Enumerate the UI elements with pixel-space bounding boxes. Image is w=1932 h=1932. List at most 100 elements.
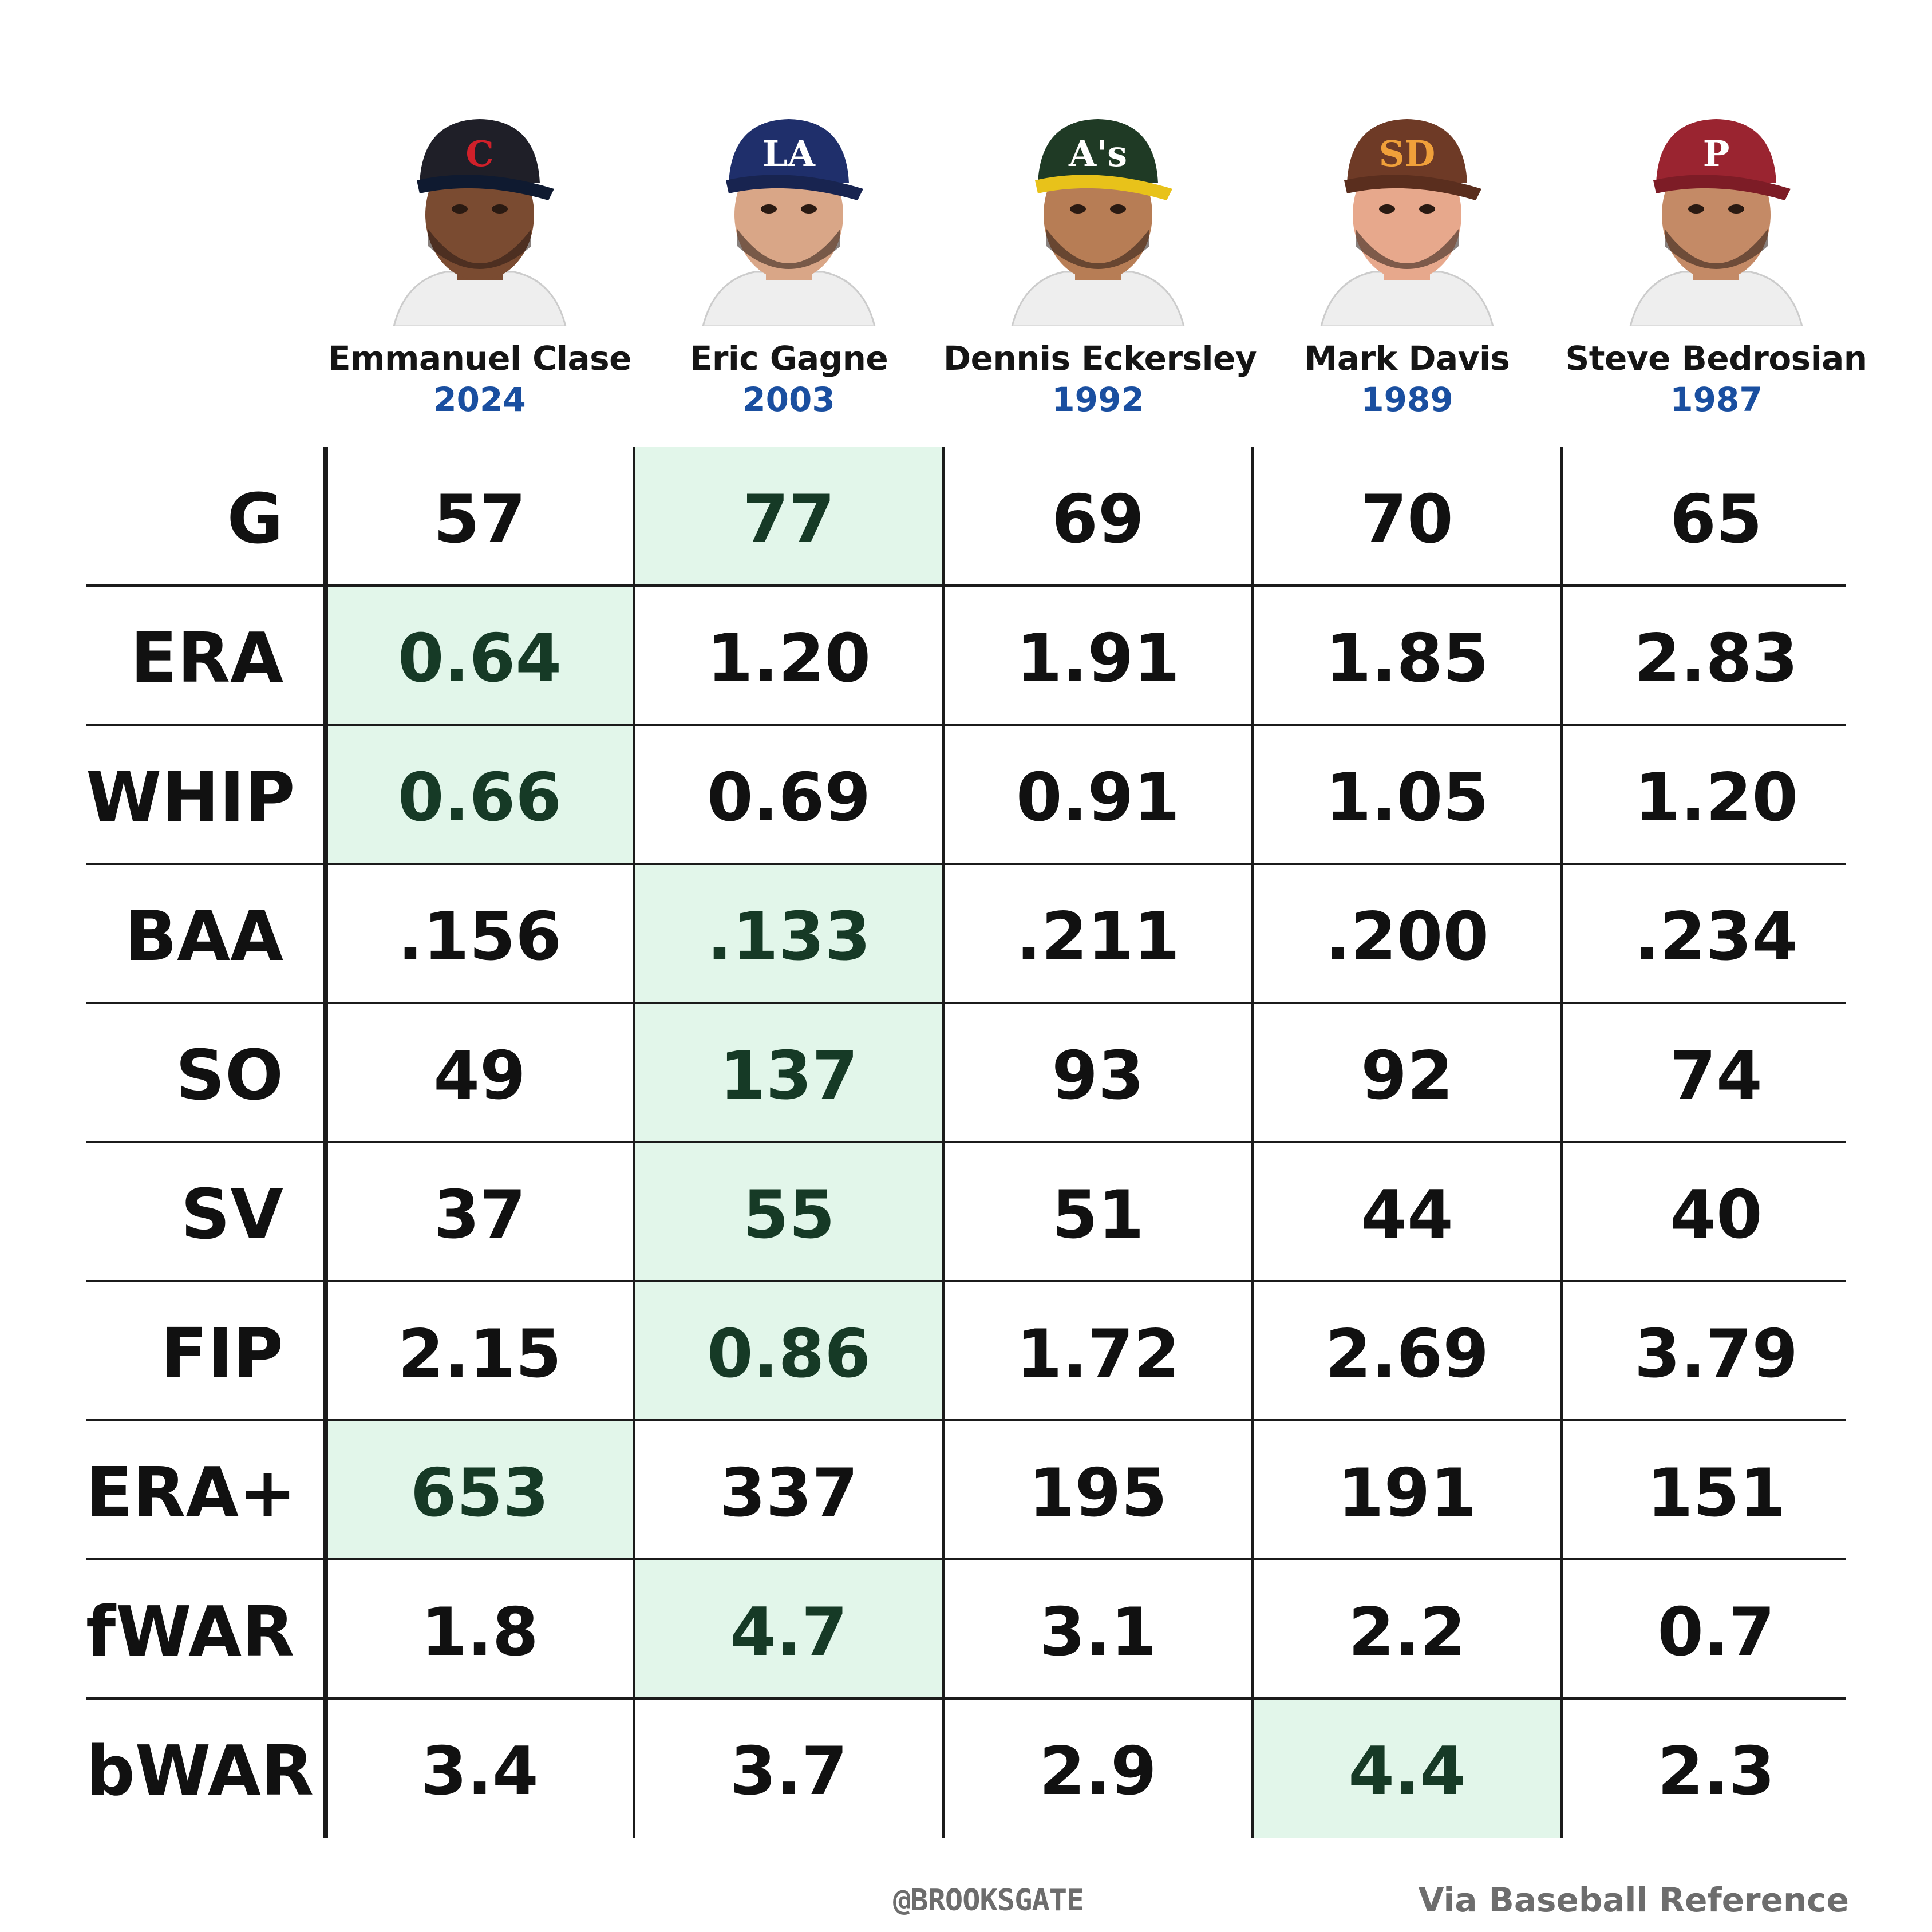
column-divider: [942, 447, 945, 1838]
stat-value: 51: [1052, 1176, 1144, 1254]
stat-value: .200: [1325, 898, 1490, 975]
stat-value: 0.86: [706, 1315, 871, 1393]
best-value-highlight: [1253, 1698, 1562, 1838]
stat-value: 77: [742, 480, 835, 558]
column-divider: [1560, 447, 1563, 1838]
stat-value: 2.9: [1039, 1732, 1157, 1810]
best-value-highlight: [634, 1281, 943, 1420]
player-name: Emmanuel Clase: [327, 339, 632, 378]
stat-value: 40: [1670, 1176, 1763, 1254]
stat-value: 4.7: [730, 1593, 848, 1671]
stat-value: 1.91: [1016, 619, 1180, 697]
player-name: Steve Bedrosian: [1565, 339, 1867, 378]
best-value-highlight: [325, 1420, 634, 1559]
stat-value: 1.72: [1016, 1315, 1180, 1393]
stat-label: bWAR: [86, 1731, 314, 1811]
row-divider: [86, 1002, 1846, 1004]
player-photo: C: [388, 109, 571, 326]
row-divider: [86, 1280, 1846, 1282]
stat-value: 151: [1646, 1454, 1786, 1532]
stat-value: 69: [1052, 480, 1144, 558]
stat-value: 1.85: [1325, 619, 1490, 697]
best-value-highlight: [634, 1142, 943, 1281]
stat-value: 3.7: [730, 1732, 848, 1810]
cap-logo: A's: [1068, 133, 1127, 175]
stat-value: 44: [1361, 1176, 1453, 1254]
best-value-highlight: [325, 586, 634, 725]
stat-label: WHIP: [86, 757, 295, 837]
stats-table: G 57 77 69 70 65 ERA 0.64 1.20 1.91 1.85 2.83 WHIP 0.…: [86, 447, 1846, 1838]
author-handle: @BROOKSGATE: [893, 1883, 1084, 1918]
stat-value: 1.8: [421, 1593, 539, 1671]
stat-value: 1.05: [1325, 758, 1490, 836]
stat-value: .234: [1634, 898, 1799, 975]
stat-value: 0.69: [706, 758, 871, 836]
stat-value: 2.2: [1348, 1593, 1466, 1671]
stat-value: 2.69: [1325, 1315, 1490, 1393]
label-column-divider: [323, 447, 328, 1838]
stat-value: 2.3: [1657, 1732, 1775, 1810]
stat-value: 74: [1670, 1037, 1763, 1115]
player-photo: SD: [1315, 109, 1499, 326]
row-divider: [86, 584, 1846, 587]
stat-value: 49: [433, 1037, 526, 1115]
row-divider: [86, 863, 1846, 865]
player-header: LA Eric Gagne 2003: [634, 109, 943, 419]
player-name: Mark Davis: [1304, 339, 1510, 378]
stat-value: 92: [1361, 1037, 1453, 1115]
stat-value: 137: [719, 1037, 859, 1115]
stat-value: .133: [706, 898, 871, 975]
stat-label: ERA: [130, 618, 283, 698]
player-season-year: 1987: [1670, 380, 1763, 419]
stat-value: 0.7: [1657, 1593, 1775, 1671]
player-photo: LA: [697, 109, 880, 326]
player-name: Dennis Eckersley: [943, 339, 1257, 378]
stat-value: .211: [1016, 898, 1180, 975]
stat-value: 337: [719, 1454, 859, 1532]
cap-logo: SD: [1379, 133, 1436, 175]
player-photo: P: [1625, 109, 1808, 326]
best-value-highlight: [325, 725, 634, 864]
stat-value: 3.79: [1634, 1315, 1799, 1393]
stat-value: 3.4: [421, 1732, 539, 1810]
player-photo: A's: [1006, 109, 1190, 326]
stat-value: 3.1: [1039, 1593, 1157, 1671]
stat-label: SO: [175, 1036, 283, 1116]
stat-label: FIP: [160, 1314, 283, 1394]
stat-label: ERA+: [86, 1453, 297, 1533]
stat-label: BAA: [124, 896, 283, 977]
stat-value: 191: [1337, 1454, 1477, 1532]
stat-value: .156: [397, 898, 562, 975]
stat-value: 0.64: [397, 619, 562, 697]
best-value-highlight: [634, 864, 943, 1003]
stat-value: 0.91: [1016, 758, 1180, 836]
stat-value: 2.83: [1634, 619, 1799, 697]
player-name: Eric Gagne: [689, 339, 888, 378]
row-divider: [86, 1697, 1846, 1700]
column-divider: [633, 447, 635, 1838]
cap-logo: C: [465, 133, 493, 175]
stat-label: SV: [180, 1175, 283, 1255]
stat-value: 70: [1361, 480, 1453, 558]
stat-value: 4.4: [1348, 1732, 1466, 1810]
stat-value: 57: [433, 480, 526, 558]
stat-label: G: [227, 479, 284, 559]
row-divider: [86, 1141, 1846, 1143]
best-value-highlight: [634, 447, 943, 586]
stat-value: 653: [410, 1454, 550, 1532]
row-divider: [86, 1558, 1846, 1560]
stat-value: 37: [433, 1176, 526, 1254]
stat-value: 93: [1052, 1037, 1144, 1115]
stat-value: 65: [1670, 480, 1763, 558]
stat-value: 2.15: [397, 1315, 562, 1393]
cap-logo: LA: [762, 133, 816, 175]
player-header: P Steve Bedrosian 1987: [1562, 109, 1871, 419]
player-header: C Emmanuel Clase 2024: [325, 109, 634, 419]
player-season-year: 1989: [1361, 380, 1453, 419]
stat-value: 1.20: [706, 619, 871, 697]
source-credit: Via Baseball Reference: [1418, 1880, 1849, 1919]
stat-label: fWAR: [86, 1592, 295, 1672]
stat-value: 1.20: [1634, 758, 1799, 836]
player-header: A's Dennis Eckersley 1992: [943, 109, 1257, 419]
stat-value: 0.66: [397, 758, 562, 836]
